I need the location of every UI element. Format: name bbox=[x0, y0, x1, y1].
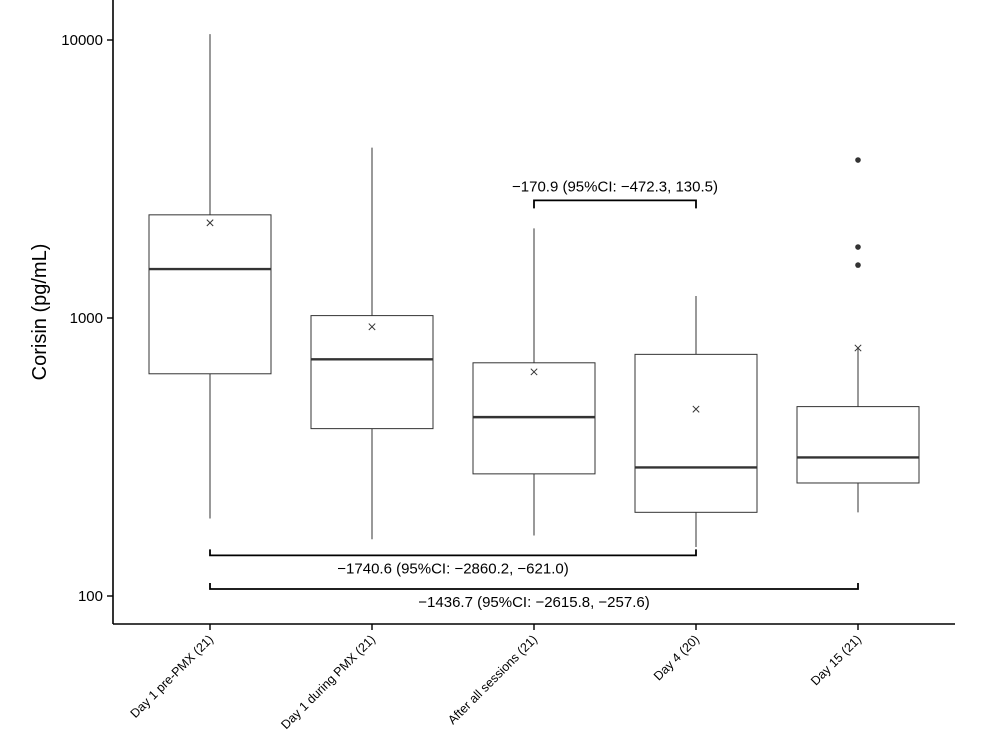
comparison-bracket bbox=[209, 582, 859, 590]
iqr-box bbox=[796, 406, 920, 484]
iqr-box bbox=[634, 353, 758, 513]
comparison-bracket bbox=[533, 199, 697, 209]
comparison-label: −1436.7 (95%CI: −2615.8, −257.6) bbox=[418, 594, 649, 611]
iqr-box bbox=[148, 214, 272, 375]
box-group-1 bbox=[148, 34, 272, 519]
comparison-label: −1740.6 (95%CI: −2860.2, −621.0) bbox=[337, 560, 568, 577]
y-tick-label: 10000 bbox=[61, 32, 103, 49]
box-group-5 bbox=[796, 157, 920, 513]
comparison-bracket bbox=[209, 549, 697, 557]
y-tick-label: 1000 bbox=[70, 310, 103, 327]
iqr-box bbox=[472, 362, 596, 475]
mean-marker bbox=[368, 323, 376, 331]
x-tick-label: Day 1 pre-PMX (21) bbox=[128, 632, 216, 720]
y-tick-label: 100 bbox=[78, 588, 103, 605]
box-group-2 bbox=[310, 147, 434, 540]
mean-marker bbox=[206, 219, 214, 227]
mean-marker bbox=[530, 368, 538, 376]
x-tick-label: Day 15 (21) bbox=[808, 632, 864, 688]
plot-layer: 100 1000 10000 Day 1 pre-PMX (21) Day 1 duri… bbox=[61, 32, 920, 732]
outlier-point bbox=[855, 157, 861, 163]
outlier-point bbox=[855, 262, 861, 268]
mean-marker bbox=[692, 405, 700, 413]
box-group-4 bbox=[634, 295, 758, 548]
iqr-box bbox=[310, 315, 434, 430]
x-tick-label: After all sessions (21) bbox=[445, 632, 540, 727]
mean-marker bbox=[854, 344, 862, 352]
x-tick-label: Day 1 during PMX (21) bbox=[278, 632, 378, 732]
y-axis-title: Corisin (pg/mL) bbox=[29, 244, 51, 381]
box-group-3 bbox=[472, 228, 596, 536]
comparison-label: −170.9 (95%CI: −472.3, 130.5) bbox=[512, 178, 718, 195]
outlier-point bbox=[855, 244, 861, 250]
x-tick-label: Day 4 (20) bbox=[651, 632, 702, 683]
